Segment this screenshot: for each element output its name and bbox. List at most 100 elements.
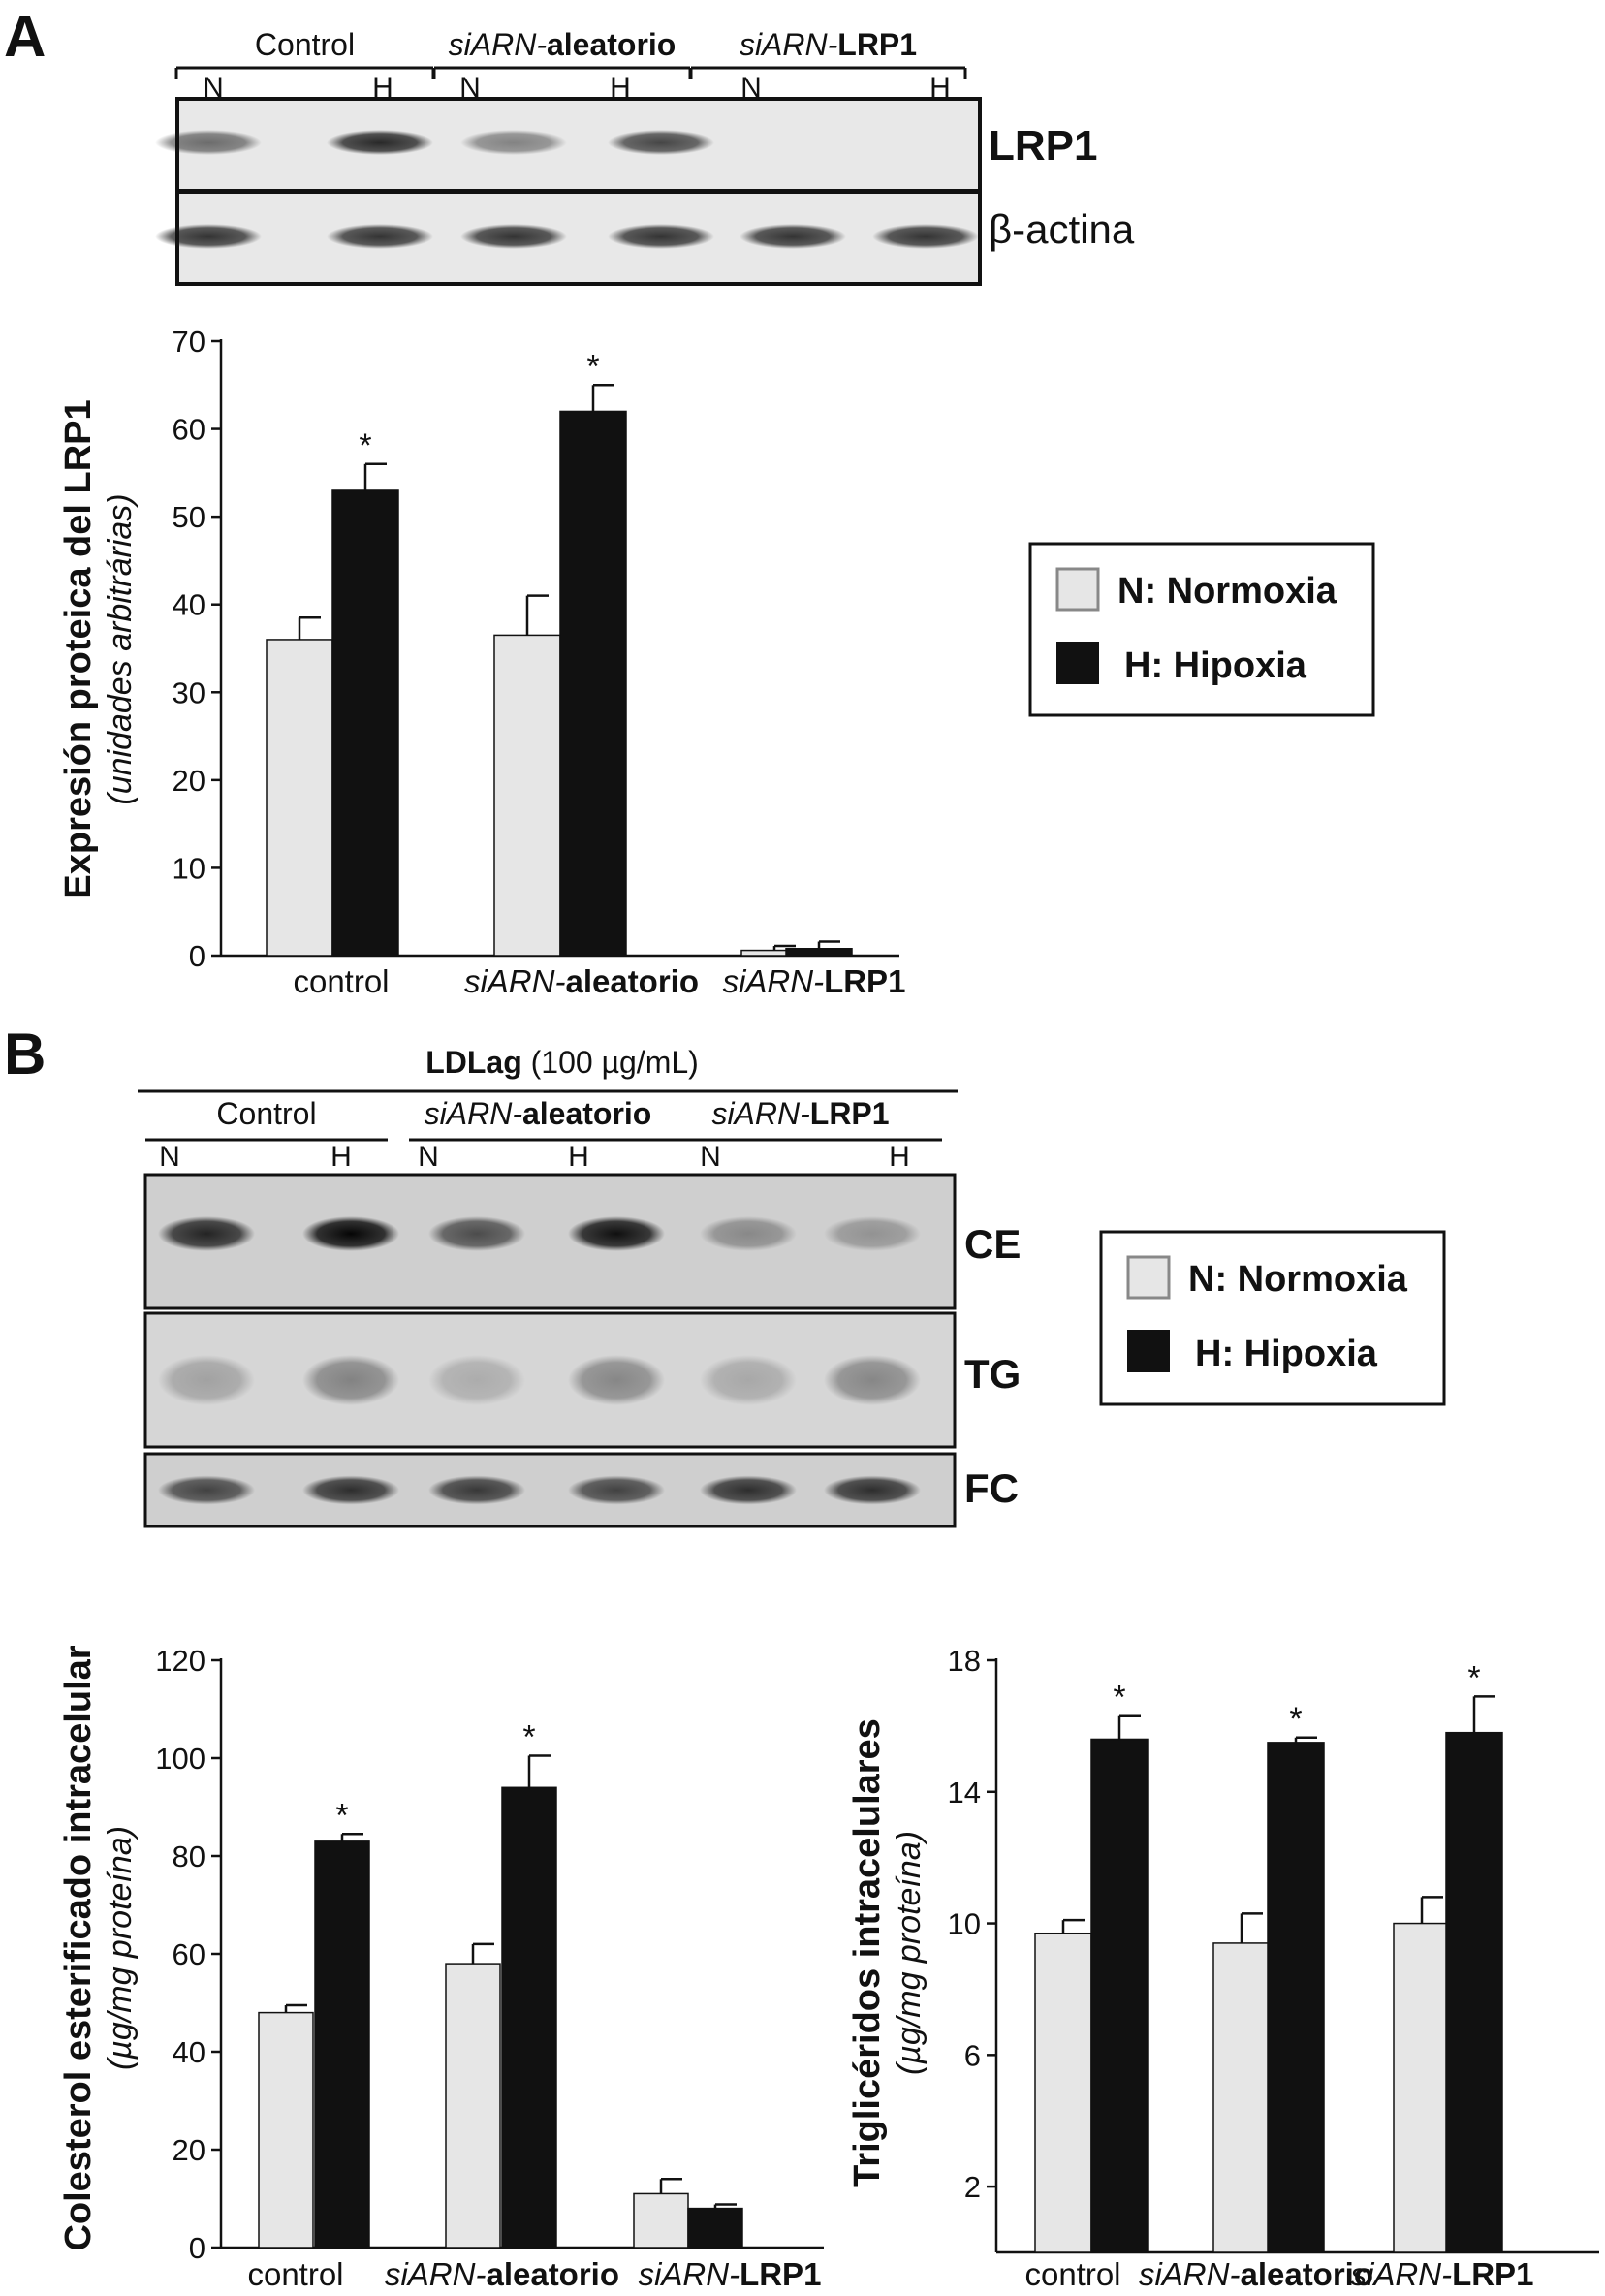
blot-a-band [460,130,567,155]
blot-b-strip [143,1452,957,1528]
legend-swatch-normoxia [1126,1255,1171,1300]
blot-b-strip [143,1173,957,1310]
blot-b-lane-label: H [568,1141,589,1173]
legend-normoxia-label: N: Normoxia [1188,1259,1408,1300]
blot-b-band [824,1216,921,1251]
category-label-prefix: siARN- [723,963,825,999]
legend-normoxia-label: N: Normoxia [1117,571,1338,612]
blot-b-band [700,1475,797,1505]
blot-b-treatment-rest: (100 µg/mL) [522,1045,699,1080]
category-label-name: aleatorio [486,2256,619,2292]
blot-a-row-label: β-actina [989,206,1135,252]
blot-a-band [327,130,433,155]
blot-a-lane-label: N [203,72,224,104]
blot-b-band [824,1475,921,1505]
category-label-prefix: siARN- [1351,2256,1453,2292]
blot-a-band [740,224,846,249]
significance-marker: * [359,427,371,464]
significance-marker: * [1289,1701,1302,1738]
significance-marker: * [335,1797,348,1834]
blot-b-band [428,1355,525,1405]
bar-n [1034,1932,1092,2253]
blot-a-strip [175,97,982,193]
significance-marker: * [586,348,599,385]
blot-b-band [700,1216,797,1251]
y-tick-label: 40 [173,2035,205,2069]
blot-a-group-label-prefix: siARN- [449,27,547,62]
blot-b-row-label: TG [964,1351,1021,1397]
category-label: siARN-aleatorio [1139,2256,1373,2292]
blot-b-group-label-prefix: siARN- [711,1096,809,1131]
blot-b-band [158,1216,255,1251]
y-tick-label: 20 [173,764,205,798]
blot-b-band [428,1475,525,1505]
y-tick-label: 80 [173,1840,205,1873]
blot-b-band [302,1475,399,1505]
bar-h [785,948,853,957]
blot-b-group-label: siARN-aleatorio [425,1096,652,1131]
bar-n [1393,1922,1451,2253]
blot-a-band [608,130,714,155]
bar-n [266,639,333,957]
category-label: siARN-LRP1 [723,963,906,999]
category-label-prefix: siARN- [385,2256,487,2292]
blot-a-lane-label: H [372,72,393,104]
blot-a-group-label-name: aleatorio [547,27,676,62]
bar-n [633,2192,689,2249]
category-label-name: LRP1 [1452,2256,1533,2292]
category-label: siARN-LRP1 [1351,2256,1534,2292]
blot-a-lane-label: H [929,72,951,104]
significance-marker: * [1113,1680,1125,1716]
legend-swatch-hipoxia [1056,642,1099,684]
bar-h [1445,1731,1503,2253]
blot-b-band [700,1355,797,1405]
category-label-name: aleatorio [1240,2256,1373,2292]
blot-b-group-label-name: aleatorio [522,1096,651,1131]
blot-a-group-label: siARN-aleatorio [449,27,677,62]
blot-a-row-label: LRP1 [989,122,1097,170]
blot-b-lane-label: N [159,1141,180,1173]
y-axis-label: Triglicéridos intracelulares [847,1718,888,2187]
blot-a-band [327,224,433,249]
blot-b-lane-label: N [700,1141,721,1173]
y-tick-label: 30 [173,676,205,709]
category-label: siARN-aleatorio [385,2256,619,2292]
y-tick-label: 20 [173,2133,205,2167]
y-tick-label: 70 [173,325,205,359]
blot-a-lane-label: H [610,72,631,104]
panel-a-label: A [4,4,46,69]
blot-b-strip [143,1311,957,1449]
legend-a: N: Normoxia H: Hipoxia [1028,542,1375,717]
blot-b-group-label: siARN-LRP1 [711,1096,889,1131]
y-axis-units: (unidades arbitrárias) [102,493,139,804]
bar-n [445,1963,501,2249]
y-tick-label: 60 [173,1937,205,1971]
y-axis-units: (µg/mg proteína) [891,1831,928,2075]
y-axis-units: (µg/mg proteína) [102,1826,139,2070]
y-tick-label: 0 [189,2231,205,2265]
legend-swatch-hipoxia [1127,1330,1170,1372]
category-label-name: LRP1 [740,2256,821,2292]
blot-a-band [608,224,714,249]
bar-n [258,2011,314,2249]
category-label-name: LRP1 [824,963,905,999]
blot-b-lane-label: H [330,1141,352,1173]
panel-b-label: B [4,1022,46,1086]
bar-h [331,489,399,957]
y-tick-label: 14 [948,1776,981,1809]
bar-h [1090,1738,1149,2253]
legend-b: N: Normoxia H: Hipoxia [1099,1230,1446,1406]
blot-a-band [460,224,567,249]
blot-b-lane-label: H [889,1141,910,1173]
y-tick-label: 10 [948,1907,981,1941]
y-tick-label: 18 [948,1644,981,1678]
y-tick-label: 120 [155,1644,205,1678]
blot-b-row-label: CE [964,1221,1021,1267]
blot-a-group-label-name: LRP1 [837,27,917,62]
blot-b-group-label: Control [216,1096,316,1131]
category-label-name: aleatorio [565,963,699,999]
y-tick-label: 2 [964,2170,981,2204]
blot-a-group-label-prefix: siARN- [740,27,837,62]
blot-b-group-label-prefix: siARN- [425,1096,522,1131]
